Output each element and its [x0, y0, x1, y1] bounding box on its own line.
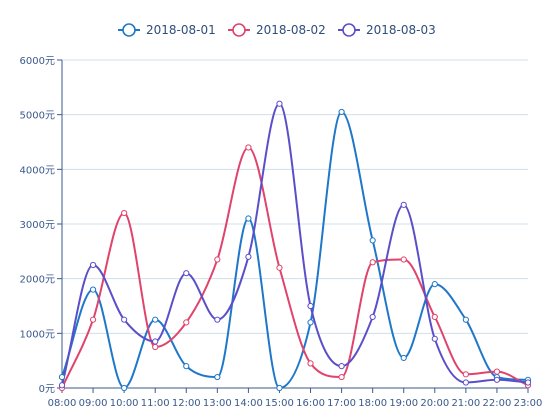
data-point[interactable] [58, 373, 66, 381]
data-point[interactable] [183, 270, 190, 277]
data-point[interactable] [307, 302, 314, 310]
legend: 2018-08-01 2018-08-02 2018-08-03 [118, 23, 436, 37]
x-tick-label: 13:00 [203, 398, 232, 409]
axes: 0元 1000元 2000元 3000元 4000元 5000元 6000元 08:00 09:… [20, 56, 543, 409]
data-point[interactable] [276, 264, 283, 271]
data-point[interactable] [89, 316, 97, 323]
data-point[interactable] [214, 316, 221, 323]
data-point[interactable] [493, 368, 501, 375]
data-point[interactable] [152, 343, 159, 351]
data-point[interactable] [307, 360, 314, 367]
x-tick-label: 18:00 [358, 398, 387, 409]
data-point[interactable] [369, 313, 376, 321]
y-tick-label: 4000元 [20, 165, 55, 176]
data-point[interactable] [276, 100, 283, 107]
y-tick-label: 1000元 [20, 329, 55, 340]
legend-circle-icon [232, 23, 246, 37]
data-point[interactable] [369, 259, 376, 266]
data-point[interactable] [214, 256, 221, 263]
data-point[interactable] [245, 253, 252, 260]
series-points [58, 100, 532, 392]
data-point[interactable] [152, 338, 159, 345]
x-tick-label: 11:00 [141, 398, 170, 409]
x-tick-label: 17:00 [327, 398, 356, 409]
data-point[interactable] [462, 379, 469, 386]
data-point[interactable] [307, 319, 314, 326]
data-point[interactable] [245, 144, 252, 151]
x-tick-label: 08:00 [48, 398, 77, 409]
y-tick-label: 6000元 [20, 56, 55, 67]
data-point[interactable] [431, 281, 438, 288]
x-tick-label: 16:00 [296, 398, 325, 409]
x-tick-label: 12:00 [172, 398, 201, 409]
series-line-2018-08-01[interactable] [61, 110, 529, 390]
x-tick-label: 19:00 [389, 398, 418, 409]
data-point[interactable] [183, 319, 190, 326]
legend-item[interactable]: 2018-08-01 [118, 23, 216, 37]
x-tick-label: 23:00 [514, 398, 543, 409]
x-tick-label: 15:00 [265, 398, 294, 409]
data-point[interactable] [338, 363, 345, 370]
series-line-2018-08-03[interactable] [61, 102, 529, 386]
data-point[interactable] [183, 363, 190, 370]
legend-label: 2018-08-01 [146, 23, 216, 37]
legend-label: 2018-08-02 [256, 23, 326, 37]
data-point[interactable] [121, 209, 128, 217]
x-tick-label: 21:00 [451, 398, 480, 409]
x-tick-label: 10:00 [110, 398, 139, 409]
data-point[interactable] [214, 373, 221, 381]
y-tick-label: 2000元 [20, 275, 55, 286]
data-point[interactable] [431, 313, 438, 321]
data-point[interactable] [400, 256, 407, 263]
data-point[interactable] [338, 373, 345, 381]
data-point[interactable] [121, 384, 128, 392]
legend-label: 2018-08-03 [366, 23, 436, 37]
x-tick-label: 22:00 [483, 398, 512, 409]
data-point[interactable] [369, 237, 376, 244]
data-point[interactable] [152, 316, 159, 323]
series-lines [61, 102, 529, 390]
data-point[interactable] [89, 261, 97, 269]
y-tick-label: 3000元 [20, 220, 55, 231]
data-point[interactable] [121, 316, 128, 323]
data-point[interactable] [58, 382, 66, 389]
legend-circle-icon [122, 23, 136, 37]
data-point[interactable] [493, 376, 501, 383]
data-point[interactable] [89, 286, 97, 293]
x-tick-label: 20:00 [420, 398, 449, 409]
y-tick-label: 0元 [39, 384, 55, 395]
legend-circle-icon [342, 23, 356, 37]
data-point[interactable] [462, 316, 469, 323]
data-point[interactable] [524, 379, 532, 386]
legend-item[interactable]: 2018-08-03 [338, 23, 436, 37]
data-point[interactable] [276, 384, 283, 392]
x-tick-label: 14:00 [234, 398, 263, 409]
data-point[interactable] [400, 354, 407, 362]
data-point[interactable] [462, 371, 469, 378]
legend-item[interactable]: 2018-08-02 [228, 23, 326, 37]
data-point[interactable] [338, 108, 345, 116]
data-point[interactable] [400, 201, 407, 208]
data-point[interactable] [431, 335, 438, 342]
data-point[interactable] [245, 215, 252, 222]
y-tick-label: 5000元 [20, 111, 55, 122]
x-tick-label: 09:00 [79, 398, 108, 409]
